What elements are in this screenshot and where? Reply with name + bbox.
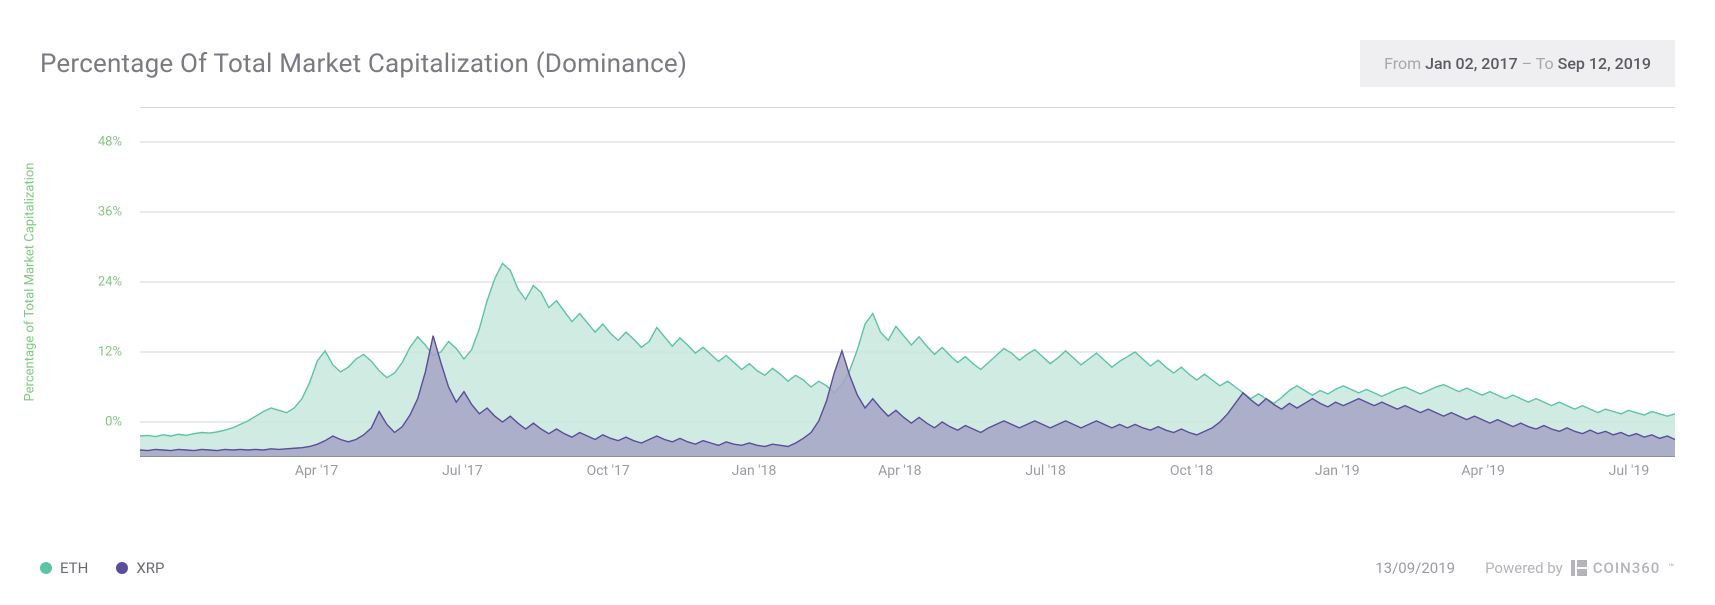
y-axis-ticks: 0% 12% 24% 36% 48% [72,107,122,457]
legend-swatch-xrp [116,562,128,574]
x-axis-ticks: Apr '17 Jul '17 Oct '17 Jan '18 Apr '18 Jul '… [140,463,1675,483]
y-tick: 12% [72,345,122,360]
chart-area[interactable]: Percentage of Total Market Capitalizatio… [40,107,1675,457]
brand-logo-icon [1571,560,1587,576]
y-axis-label: Percentage of Total Market Capitalizatio… [23,163,38,402]
x-tick: Jul '19 [1609,463,1650,479]
x-tick: Jul '18 [1025,463,1066,479]
from-date: Jan 02, 2017 [1425,54,1518,73]
legend-label-xrp: XRP [136,559,164,577]
brand-coin360[interactable]: COIN360™ [1571,559,1675,577]
chart-title: Percentage Of Total Market Capitalizatio… [40,49,687,79]
powered-by: Powered by COIN360™ [1485,559,1675,577]
chart-legend: ETH XRP [40,559,164,577]
y-tick: 48% [72,135,122,150]
to-label: To [1536,54,1554,73]
to-date: Sep 12, 2019 [1558,54,1651,73]
y-tick: 0% [72,415,122,430]
legend-item-eth[interactable]: ETH [40,559,88,577]
y-tick: 24% [72,275,122,290]
legend-swatch-eth [40,562,52,574]
footer-date: 13/09/2019 [1375,559,1455,577]
x-tick: Jan '18 [732,463,777,479]
legend-item-xrp[interactable]: XRP [116,559,164,577]
x-tick: Jan '19 [1315,463,1360,479]
x-tick: Oct '18 [1170,463,1213,479]
x-tick: Jul '17 [442,463,483,479]
legend-label-eth: ETH [60,559,88,577]
range-sep: – [1522,54,1533,73]
from-label: From [1384,54,1421,73]
date-range-selector[interactable]: From Jan 02, 2017 – To Sep 12, 2019 [1360,40,1675,87]
chart-svg [140,107,1675,457]
x-tick: Apr '17 [295,463,338,479]
x-tick: Oct '17 [587,463,630,479]
x-tick: Apr '19 [1461,463,1504,479]
x-tick: Apr '18 [878,463,921,479]
y-tick: 36% [72,205,122,220]
chart-plot[interactable] [140,107,1675,457]
